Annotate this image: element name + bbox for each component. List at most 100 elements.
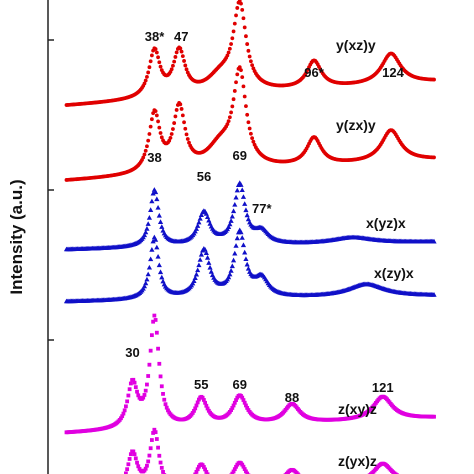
data-point — [190, 411, 195, 415]
data-point — [432, 155, 436, 160]
data-point — [240, 462, 245, 467]
data-point — [245, 265, 252, 271]
data-point — [154, 330, 159, 335]
data-point — [145, 144, 149, 149]
data-point — [241, 464, 246, 469]
data-point — [143, 466, 148, 471]
data-point — [148, 446, 153, 451]
series-xyzx — [63, 180, 437, 252]
data-point — [229, 263, 235, 269]
data-point — [195, 223, 201, 228]
data-point — [227, 115, 232, 120]
data-point — [149, 333, 154, 338]
data-point — [149, 438, 154, 442]
data-point — [393, 472, 398, 474]
data-point — [159, 384, 164, 389]
data-point — [148, 256, 154, 262]
data-point — [168, 135, 173, 140]
data-point — [154, 244, 160, 250]
data-point — [146, 70, 151, 75]
data-point — [143, 148, 148, 153]
data-point — [153, 430, 158, 435]
peak-label: 30 — [125, 345, 139, 360]
data-point — [200, 395, 205, 400]
data-point — [205, 406, 210, 411]
data-point — [227, 271, 233, 277]
data-point — [153, 318, 158, 322]
data-point — [246, 120, 251, 125]
data-point — [169, 132, 174, 136]
data-point — [141, 395, 146, 400]
data-point — [247, 54, 252, 59]
data-point — [169, 67, 174, 72]
data-point — [156, 119, 160, 124]
data-point — [159, 224, 165, 229]
data-point — [240, 395, 245, 400]
data-point — [125, 467, 130, 472]
data-point — [248, 59, 253, 64]
data-point — [145, 74, 149, 79]
data-point — [234, 464, 238, 469]
data-point — [226, 274, 232, 280]
data-point — [180, 113, 185, 118]
y-axis-label: Intensity (a.u.) — [7, 179, 26, 294]
data-point — [225, 122, 230, 127]
data-point — [244, 469, 248, 474]
data-point — [230, 36, 235, 41]
data-point — [158, 374, 163, 379]
data-point — [241, 84, 246, 89]
data-point — [159, 135, 164, 140]
data-point — [152, 427, 157, 432]
data-point — [237, 65, 242, 70]
data-point — [132, 452, 137, 457]
data-point — [229, 408, 233, 412]
data-point — [232, 467, 237, 472]
series-xzyx — [63, 227, 437, 304]
data-point — [146, 374, 151, 378]
series-yxzy — [64, 0, 436, 107]
data-point — [147, 132, 152, 136]
data-point — [150, 190, 156, 196]
data-point — [196, 262, 202, 268]
data-point — [234, 235, 240, 241]
peak-label: 124 — [382, 65, 404, 80]
data-point — [198, 212, 204, 218]
data-point — [197, 397, 201, 402]
data-point — [192, 275, 198, 281]
series-zxyz — [64, 313, 436, 435]
data-point — [153, 237, 159, 242]
data-point — [201, 465, 206, 469]
data-point — [154, 113, 159, 118]
data-point — [198, 251, 204, 257]
data-point — [125, 399, 130, 404]
data-point — [148, 124, 153, 129]
data-point — [154, 196, 160, 202]
data-point — [128, 381, 133, 386]
data-point — [246, 48, 251, 53]
data-point — [233, 194, 239, 200]
data-point — [226, 224, 232, 229]
data-point — [172, 59, 177, 64]
data-point — [178, 46, 183, 51]
data-point — [207, 264, 213, 270]
data-point — [230, 208, 237, 214]
data-point — [250, 136, 255, 140]
data-point — [242, 467, 247, 471]
data-point — [247, 126, 252, 131]
data-point — [232, 400, 237, 405]
data-point — [241, 398, 246, 402]
data-point — [245, 42, 250, 46]
data-point — [143, 388, 148, 393]
data-point — [187, 140, 191, 145]
data-point — [242, 201, 248, 206]
data-point — [234, 80, 238, 85]
data-point — [242, 94, 247, 99]
peak-label: 55 — [194, 377, 208, 392]
data-point — [150, 238, 156, 244]
data-point — [196, 219, 202, 225]
peak-label: 69 — [233, 148, 247, 163]
data-point — [151, 431, 156, 435]
data-point — [143, 78, 148, 83]
data-point — [195, 267, 201, 273]
data-point — [171, 63, 175, 68]
